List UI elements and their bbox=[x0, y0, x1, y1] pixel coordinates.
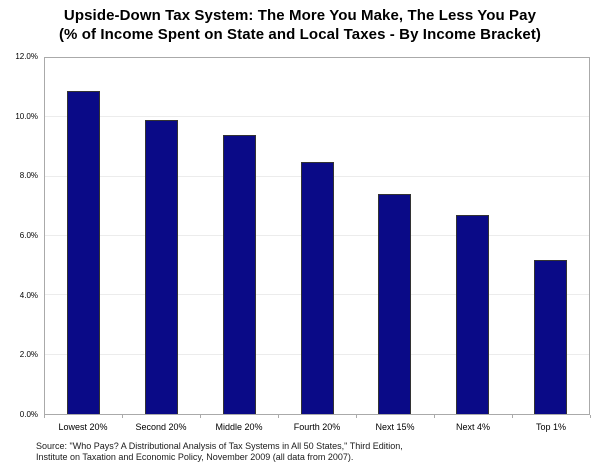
bar-slot bbox=[434, 58, 512, 414]
x-tick-mark bbox=[278, 415, 279, 418]
x-tick-mark bbox=[122, 415, 123, 418]
source-note-line1: Source: "Who Pays? A Distributional Anal… bbox=[36, 441, 403, 451]
bars-container bbox=[45, 58, 589, 414]
y-tick-label: 8.0% bbox=[19, 171, 38, 181]
bar-slot bbox=[200, 58, 278, 414]
y-tick-label: 12.0% bbox=[15, 52, 38, 61]
source-note-line2: Institute on Taxation and Economic Polic… bbox=[36, 451, 354, 462]
x-category-label: Next 15% bbox=[375, 422, 415, 432]
x-category-label: Top 1% bbox=[535, 422, 567, 432]
bar-second-20- bbox=[145, 120, 179, 414]
gridline bbox=[45, 116, 589, 118]
x-category-label: Middle 20% bbox=[215, 422, 263, 432]
bar-slot bbox=[278, 58, 356, 414]
x-category-label: Fourth 20% bbox=[293, 422, 341, 432]
chart-title: Upside-Down Tax System: The More You Mak… bbox=[0, 6, 600, 44]
bar-middle-20- bbox=[222, 135, 256, 414]
x-category-label: Lowest 20% bbox=[58, 422, 108, 432]
y-tick-label: 6.0% bbox=[19, 231, 38, 240]
chart-title-line2: (% of Income Spent on State and Local Ta… bbox=[58, 26, 542, 43]
bar-next-4- bbox=[455, 215, 489, 414]
x-tick-mark bbox=[512, 415, 513, 418]
x-category-label: Second 20% bbox=[135, 422, 187, 432]
y-tick-label: 10.0% bbox=[15, 111, 38, 121]
y-tick-label: 2.0% bbox=[19, 350, 38, 360]
bar-slot bbox=[123, 58, 201, 414]
x-tick-mark bbox=[590, 415, 591, 418]
bar-slot bbox=[45, 58, 123, 414]
x-category-label: Next 4% bbox=[455, 422, 490, 432]
y-tick-label: 4.0% bbox=[19, 290, 38, 300]
bar-next-15- bbox=[378, 194, 412, 414]
x-tick-mark bbox=[200, 415, 201, 418]
x-tick-mark bbox=[44, 415, 45, 418]
bar-slot bbox=[511, 58, 589, 414]
x-tick-mark bbox=[356, 415, 357, 418]
plot-area bbox=[44, 57, 590, 415]
bar-fourth-20- bbox=[300, 161, 334, 414]
chart-title-line1: Upside-Down Tax System: The More You Mak… bbox=[63, 7, 537, 24]
bar-lowest-20- bbox=[67, 90, 101, 414]
bar-slot bbox=[356, 58, 434, 414]
source-note: Source: "Who Pays? A Distributional Anal… bbox=[36, 441, 403, 462]
x-tick-mark bbox=[434, 415, 435, 418]
y-tick-label: 0.0% bbox=[19, 410, 38, 419]
bar-top-1- bbox=[533, 259, 567, 414]
x-axis-labels: Lowest 20% Second 20% Middle 20% Fourth 20%… bbox=[44, 422, 590, 433]
